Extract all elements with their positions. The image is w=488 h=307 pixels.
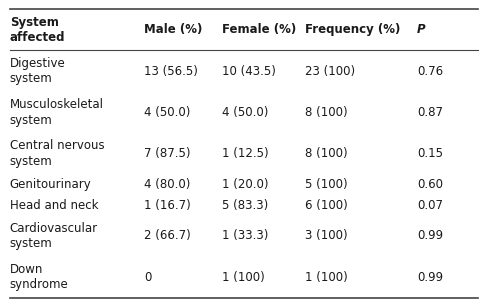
- Text: 3 (100): 3 (100): [305, 229, 347, 243]
- Text: 0.60: 0.60: [417, 178, 443, 191]
- Text: Musculoskeletal
system: Musculoskeletal system: [10, 98, 104, 126]
- Text: 8 (100): 8 (100): [305, 147, 347, 160]
- Text: Down
syndrome: Down syndrome: [10, 263, 68, 291]
- Text: Frequency (%): Frequency (%): [305, 23, 400, 36]
- Text: 23 (100): 23 (100): [305, 64, 355, 78]
- Text: 1 (33.3): 1 (33.3): [222, 229, 268, 243]
- Text: Digestive
system: Digestive system: [10, 57, 65, 85]
- Text: 0: 0: [144, 271, 151, 284]
- Text: 7 (87.5): 7 (87.5): [144, 147, 190, 160]
- Text: 0.15: 0.15: [417, 147, 443, 160]
- Text: 5 (83.3): 5 (83.3): [222, 199, 268, 212]
- Text: 1 (100): 1 (100): [222, 271, 265, 284]
- Text: 4 (50.0): 4 (50.0): [222, 106, 268, 119]
- Text: 8 (100): 8 (100): [305, 106, 347, 119]
- Text: 1 (100): 1 (100): [305, 271, 348, 284]
- Text: Head and neck: Head and neck: [10, 199, 98, 212]
- Text: Male (%): Male (%): [144, 23, 203, 36]
- Text: 1 (16.7): 1 (16.7): [144, 199, 191, 212]
- Text: System
affected: System affected: [10, 16, 65, 44]
- Text: 6 (100): 6 (100): [305, 199, 348, 212]
- Text: 10 (43.5): 10 (43.5): [222, 64, 276, 78]
- Text: 0.07: 0.07: [417, 199, 443, 212]
- Text: 0.99: 0.99: [417, 271, 444, 284]
- Text: 2 (66.7): 2 (66.7): [144, 229, 191, 243]
- Text: Genitourinary: Genitourinary: [10, 178, 92, 191]
- Text: 4 (80.0): 4 (80.0): [144, 178, 190, 191]
- Text: Female (%): Female (%): [222, 23, 296, 36]
- Text: 1 (12.5): 1 (12.5): [222, 147, 269, 160]
- Text: 0.87: 0.87: [417, 106, 443, 119]
- Text: Cardiovascular
system: Cardiovascular system: [10, 222, 98, 250]
- Text: 0.99: 0.99: [417, 229, 444, 243]
- Text: 13 (56.5): 13 (56.5): [144, 64, 198, 78]
- Text: 4 (50.0): 4 (50.0): [144, 106, 190, 119]
- Text: 1 (20.0): 1 (20.0): [222, 178, 268, 191]
- Text: P: P: [417, 23, 426, 36]
- Text: 5 (100): 5 (100): [305, 178, 347, 191]
- Text: 0.76: 0.76: [417, 64, 444, 78]
- Text: Central nervous
system: Central nervous system: [10, 139, 104, 168]
